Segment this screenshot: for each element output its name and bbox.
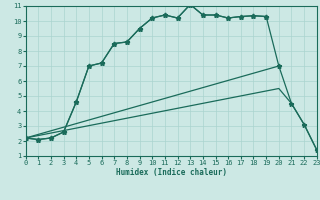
X-axis label: Humidex (Indice chaleur): Humidex (Indice chaleur) <box>116 168 227 177</box>
